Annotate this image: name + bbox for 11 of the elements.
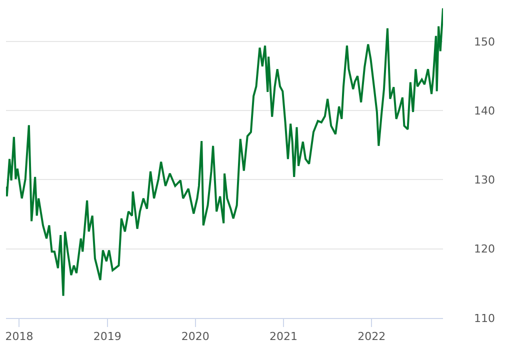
y-tick-label: 120 xyxy=(474,242,495,256)
x-tick-label: 2022 xyxy=(358,330,386,343)
x-tick-label: 2020 xyxy=(181,330,210,343)
y-tick-label: 110 xyxy=(474,312,495,325)
x-tick-label: 2018 xyxy=(5,330,34,343)
y-tick-label: 140 xyxy=(474,104,495,118)
x-tick-label: 2021 xyxy=(270,330,298,343)
x-tick-label: 2019 xyxy=(93,330,122,343)
y-tick-label: 150 xyxy=(474,35,495,48)
line-series xyxy=(6,7,443,297)
y-tick-label: 130 xyxy=(474,174,495,187)
